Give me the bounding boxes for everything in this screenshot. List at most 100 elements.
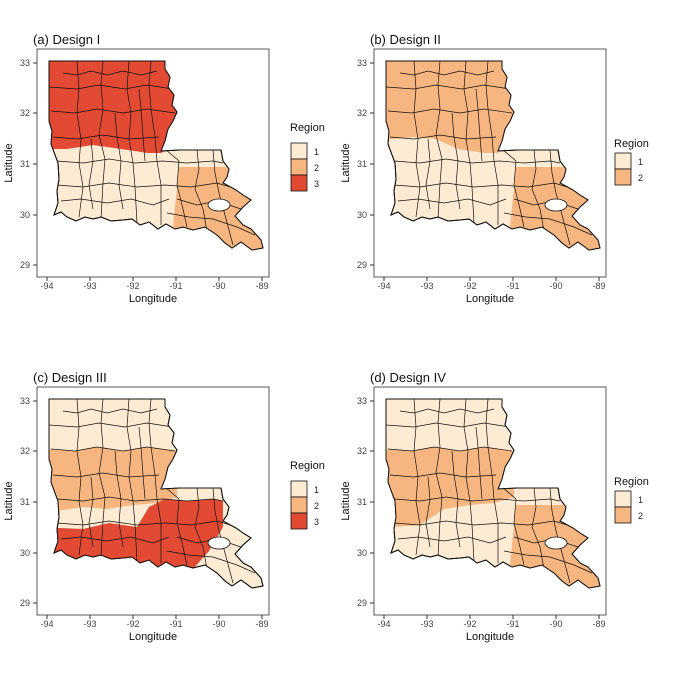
- x-tick-label: -91: [169, 281, 182, 291]
- legend-swatch-2: [290, 158, 308, 176]
- x-tick-label: -89: [592, 281, 605, 291]
- legend-label: 2: [638, 173, 643, 183]
- x-tick-label: -91: [506, 619, 519, 629]
- y-tick-label: 33: [20, 396, 30, 406]
- map-regions: [48, 398, 264, 589]
- x-tick-label: -94: [40, 281, 53, 291]
- x-tick-label: -92: [126, 281, 139, 291]
- y-tick-label: 31: [357, 159, 367, 169]
- legend-swatch-1: [290, 480, 308, 498]
- legend-swatch-1: [614, 152, 632, 170]
- y-axis-title: Latitude: [3, 143, 15, 182]
- x-tick-label: -92: [126, 619, 139, 629]
- x-tick-label: -94: [377, 281, 390, 291]
- panel-design-1: (a) Design I -94 -93 -92 -91 -90 -89 Lon…: [3, 32, 325, 305]
- y-tick-label: 32: [20, 108, 30, 118]
- panel-design-3: (c) Design III -94 -93 -92 -91 -90 -89 L…: [3, 370, 325, 643]
- lake-pontchartrain: [207, 536, 231, 550]
- x-tick-label: -94: [377, 619, 390, 629]
- y-tick-label: 33: [20, 58, 30, 68]
- y-tick-label: 33: [357, 58, 367, 68]
- y-axis: 33 32 31 30 29 Latitude: [340, 396, 374, 608]
- x-tick-label: -93: [83, 619, 96, 629]
- legend-label: 1: [638, 495, 643, 505]
- y-tick-label: 29: [357, 598, 367, 608]
- x-tick-label: -90: [549, 619, 562, 629]
- x-tick-label: -93: [420, 619, 433, 629]
- panel-design-2: (b) Design II -94 -93 -92 -91 -90 -89 Lo…: [340, 32, 649, 305]
- x-tick-label: -91: [169, 619, 182, 629]
- x-tick-label: -90: [212, 281, 225, 291]
- legend-title: Region: [614, 138, 649, 150]
- y-tick-label: 32: [357, 446, 367, 456]
- x-tick-label: -89: [255, 281, 268, 291]
- legend-label: 1: [638, 157, 643, 167]
- legend-title: Region: [614, 476, 649, 488]
- x-tick-label: -94: [40, 619, 53, 629]
- panel-design-4: (d) Design IV -94 -93 -92 -91 -90 -89 Lo…: [340, 370, 649, 643]
- x-tick-label: -90: [212, 619, 225, 629]
- x-axis-title: Longitude: [466, 631, 514, 643]
- legend-label: 1: [314, 485, 319, 495]
- y-tick-label: 31: [20, 497, 30, 507]
- legend-swatch-2: [614, 168, 632, 186]
- y-axis: 33 32 31 30 29 Latitude: [3, 396, 37, 608]
- legend-swatch-1: [290, 142, 308, 160]
- y-tick-label: 30: [20, 548, 30, 558]
- legend-label: 2: [638, 511, 643, 521]
- legend-swatch-2: [614, 506, 632, 524]
- y-tick-label: 31: [20, 159, 30, 169]
- region-3-area: [49, 499, 223, 569]
- y-tick-label: 29: [357, 260, 367, 270]
- legend-label: 2: [314, 163, 319, 173]
- y-tick-label: 30: [357, 548, 367, 558]
- lake-pontchartrain: [544, 536, 568, 550]
- y-tick-label: 32: [357, 108, 367, 118]
- x-tick-label: -89: [255, 619, 268, 629]
- x-axis-title: Longitude: [129, 631, 177, 643]
- y-axis: 33 32 31 30 29 Latitude: [340, 58, 374, 270]
- y-tick-label: 31: [357, 497, 367, 507]
- legend-label: 2: [314, 501, 319, 511]
- x-tick-label: -90: [549, 281, 562, 291]
- x-tick-label: -93: [420, 281, 433, 291]
- legend: Region 1 2 3: [290, 460, 325, 530]
- legend-title: Region: [290, 122, 325, 134]
- x-axis: -94 -93 -92 -91 -90 -89 Longitude: [377, 277, 606, 305]
- y-axis-title: Latitude: [3, 481, 15, 520]
- lake-pontchartrain: [207, 198, 231, 212]
- region-2-area: [386, 447, 514, 527]
- y-axis-title: Latitude: [340, 481, 352, 520]
- x-axis: -94 -93 -92 -91 -90 -89 Longitude: [40, 277, 269, 305]
- x-tick-label: -91: [506, 281, 519, 291]
- legend: Region 1 2: [614, 138, 649, 186]
- x-axis-title: Longitude: [466, 293, 514, 305]
- x-tick-label: -92: [463, 619, 476, 629]
- legend: Region 1 2 3: [290, 122, 325, 192]
- x-axis: -94 -93 -92 -91 -90 -89 Longitude: [40, 615, 269, 643]
- x-axis-title: Longitude: [129, 293, 177, 305]
- x-tick-label: -93: [83, 281, 96, 291]
- panel-title: (d) Design IV: [370, 370, 446, 385]
- legend-label: 1: [314, 147, 319, 157]
- legend: Region 1 2: [614, 476, 649, 524]
- legend-swatch-3: [290, 512, 308, 530]
- legend-swatch-3: [290, 174, 308, 192]
- y-tick-label: 29: [20, 260, 30, 270]
- legend-label: 3: [314, 179, 319, 189]
- y-tick-label: 30: [20, 210, 30, 220]
- panel-title: (c) Design III: [33, 370, 107, 385]
- y-tick-label: 33: [357, 396, 367, 406]
- panel-title: (a) Design I: [33, 32, 100, 47]
- x-axis: -94 -93 -92 -91 -90 -89 Longitude: [377, 615, 606, 643]
- y-axis-title: Latitude: [340, 143, 352, 182]
- x-tick-label: -92: [463, 281, 476, 291]
- y-tick-label: 30: [357, 210, 367, 220]
- lake-pontchartrain: [544, 198, 568, 212]
- panel-title: (b) Design II: [370, 32, 441, 47]
- y-tick-label: 29: [20, 598, 30, 608]
- legend-swatch-2: [290, 496, 308, 514]
- y-tick-label: 32: [20, 446, 30, 456]
- legend-title: Region: [290, 460, 325, 472]
